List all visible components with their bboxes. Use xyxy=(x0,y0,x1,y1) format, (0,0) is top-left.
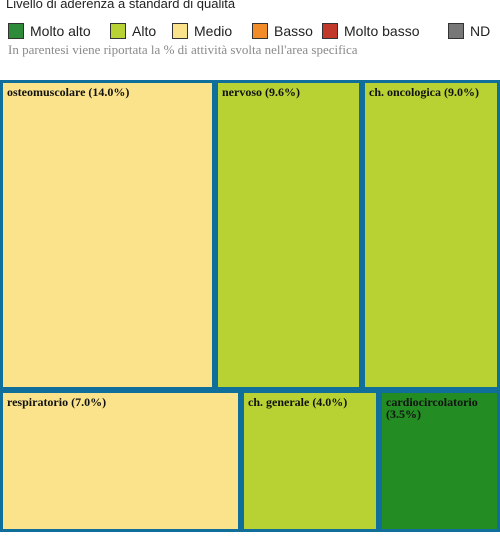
legend-item[interactable]: Molto alto xyxy=(8,21,91,41)
legend-label: Medio xyxy=(194,23,233,39)
treemap-cell[interactable]: ch. oncologica (9.0%) xyxy=(362,80,500,390)
legend-item[interactable]: Alto xyxy=(110,21,156,41)
legend-swatch xyxy=(322,23,338,39)
legend-item[interactable]: Molto basso xyxy=(322,21,419,41)
legend-label: Alto xyxy=(132,23,157,39)
treemap-cell-label: ch. oncologica (9.0%) xyxy=(369,85,479,99)
treemap-cell[interactable]: osteomuscolare (14.0%) xyxy=(0,80,215,390)
chart-title: Livello di aderenza a standard di qualit… xyxy=(6,0,236,11)
treemap: osteomuscolare (14.0%) nervoso (9.6%) ch. … xyxy=(0,80,500,532)
treemap-cell-label: osteomuscolare (14.0%) xyxy=(7,85,130,99)
treemap-cell-label: nervoso (9.6%) xyxy=(222,85,300,99)
legend-swatch xyxy=(172,23,188,39)
legend-item[interactable]: ND xyxy=(448,21,490,41)
legend-swatch xyxy=(110,23,126,39)
legend: Molto alto Alto Medio Basso Molto basso ND xyxy=(8,21,498,43)
treemap-cell-label: ch. generale (4.0%) xyxy=(248,395,348,409)
legend-swatch xyxy=(8,23,24,39)
chart-header: Livello di aderenza a standard di qualit… xyxy=(0,0,500,80)
legend-item[interactable]: Medio xyxy=(172,21,232,41)
treemap-cell[interactable]: respiratorio (7.0%) xyxy=(0,390,241,532)
legend-swatch xyxy=(448,23,464,39)
chart-note: In parentesi viene riportata la % di att… xyxy=(8,42,358,57)
treemap-cell[interactable]: ch. generale (4.0%) xyxy=(241,390,379,532)
legend-label: Molto alto xyxy=(30,23,91,39)
treemap-cell[interactable]: nervoso (9.6%) xyxy=(215,80,362,390)
legend-label: ND xyxy=(470,23,491,39)
treemap-cell[interactable]: cardiocircolatorio (3.5%) xyxy=(379,390,500,532)
legend-swatch xyxy=(252,23,268,39)
legend-label: Molto basso xyxy=(344,23,420,39)
treemap-cell-label: respiratorio (7.0%) xyxy=(7,395,107,409)
legend-label: Basso xyxy=(274,23,313,39)
legend-item[interactable]: Basso xyxy=(252,21,313,41)
treemap-cell-label: cardiocircolatorio (3.5%) xyxy=(386,395,478,421)
